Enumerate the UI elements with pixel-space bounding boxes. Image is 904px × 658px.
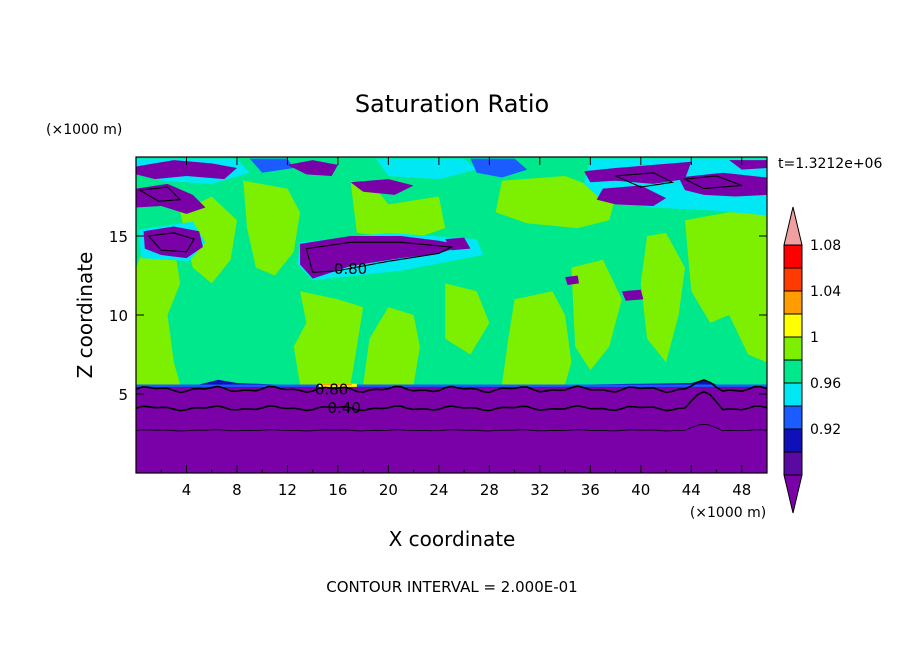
colorbar-swatch xyxy=(783,382,803,407)
field-region xyxy=(501,291,572,385)
field-region xyxy=(363,307,420,385)
colorbar-swatch xyxy=(783,336,803,361)
field-region xyxy=(321,383,352,386)
colorbar: 0.92 0.96 1 1.04 1.08 xyxy=(783,206,841,514)
x-tick-label: 8 xyxy=(232,481,242,499)
y-tick-label: 10 xyxy=(109,307,128,325)
x-unit-label: (×1000 m) xyxy=(690,505,766,521)
colorbar-swatch xyxy=(783,267,803,292)
field-region xyxy=(495,175,616,229)
field-region xyxy=(180,196,237,284)
colorbar-swatch xyxy=(783,313,803,338)
field-region xyxy=(565,275,579,285)
x-axis: 4 8 12 16 20 24 28 32 36 40 44 48 xyxy=(160,157,751,499)
contour-line xyxy=(136,379,767,394)
colorbar-label: 1.04 xyxy=(810,284,841,300)
y-axis: 5 10 15 xyxy=(109,228,767,404)
x-axis-label: X coordinate xyxy=(389,527,516,551)
chart-title: Saturation Ratio xyxy=(355,90,549,118)
contour-line xyxy=(683,175,742,190)
field-region xyxy=(445,283,490,355)
colorbar-label: 1 xyxy=(810,330,819,346)
colorbar-arrow-low xyxy=(783,474,803,514)
field-region xyxy=(350,180,446,240)
field-region xyxy=(470,158,528,178)
x-tick-label: 24 xyxy=(429,481,448,499)
colorbar-arrow-high xyxy=(783,206,803,246)
time-label: t=1.3212e+06 xyxy=(778,156,882,172)
colorbar-swatch xyxy=(783,451,803,476)
x-tick-label: 36 xyxy=(581,481,600,499)
field-region xyxy=(287,160,338,176)
colorbar-swatch xyxy=(783,405,803,430)
field-region xyxy=(136,160,237,180)
contour-line xyxy=(136,390,767,412)
contour-label: 0.40 xyxy=(328,399,361,417)
y-tick-label: 15 xyxy=(109,228,128,246)
field-region xyxy=(136,243,181,385)
field-region xyxy=(350,179,414,195)
field-region xyxy=(293,291,364,385)
contour-line xyxy=(615,172,675,188)
x-tick-label: 4 xyxy=(182,481,192,499)
contour-line xyxy=(147,232,195,253)
field-region xyxy=(375,158,477,180)
field-region xyxy=(596,185,667,206)
y-tick-label: 5 xyxy=(118,386,128,404)
colorbar-swatch xyxy=(783,428,803,453)
contour-label: 0.80 xyxy=(315,380,348,398)
plot-area: 0.800.800.40 xyxy=(136,157,767,473)
contour-interval-note: CONTOUR INTERVAL = 2.000E-01 xyxy=(326,578,577,596)
field-region xyxy=(300,236,465,279)
x-tick-label: 32 xyxy=(530,481,549,499)
x-tick-label: 20 xyxy=(379,481,398,499)
x-tick-label: 16 xyxy=(328,481,347,499)
y-unit-label: (×1000 m) xyxy=(46,122,122,138)
y-axis-label: Z coordinate xyxy=(73,252,97,379)
colorbar-swatch xyxy=(783,244,803,269)
field-region xyxy=(571,259,622,371)
colorbar-swatch xyxy=(783,359,803,384)
colorbar-label: 1.08 xyxy=(810,238,841,254)
field-region xyxy=(243,180,301,276)
x-tick-label: 28 xyxy=(480,481,499,499)
field-region xyxy=(729,160,767,170)
colorbar-label: 0.92 xyxy=(810,422,841,438)
field-region xyxy=(678,172,767,197)
field-region xyxy=(249,158,294,173)
x-tick-label: 48 xyxy=(732,481,751,499)
colorbar-label: 0.96 xyxy=(810,376,841,392)
colorbar-swatch xyxy=(783,290,803,315)
field-region xyxy=(136,183,206,214)
contour-line xyxy=(136,423,767,432)
contour-line xyxy=(138,186,182,202)
field-region xyxy=(640,232,685,363)
x-tick-label: 40 xyxy=(631,481,650,499)
contour-line xyxy=(305,241,454,273)
contour-label: 0.80 xyxy=(334,260,367,278)
field-region xyxy=(621,289,644,301)
field-region xyxy=(684,212,767,363)
x-tick-label: 12 xyxy=(278,481,297,499)
x-tick-label: 44 xyxy=(682,481,701,499)
